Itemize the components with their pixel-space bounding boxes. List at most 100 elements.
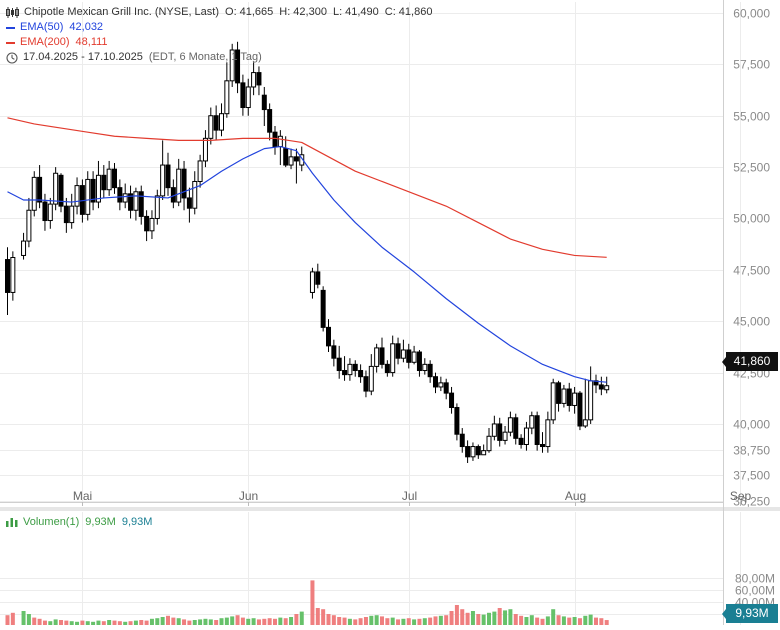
candle[interactable] xyxy=(160,140,166,200)
volume-bar[interactable] xyxy=(599,618,604,625)
volume-bar[interactable] xyxy=(433,616,438,625)
candle[interactable] xyxy=(331,339,337,367)
volume-bar[interactable] xyxy=(481,614,486,625)
candle[interactable] xyxy=(400,339,406,363)
candle[interactable] xyxy=(342,356,348,381)
volume-bar[interactable] xyxy=(551,609,556,625)
candle[interactable] xyxy=(224,62,230,118)
volume-bar[interactable] xyxy=(604,620,609,625)
volume-bar[interactable] xyxy=(289,617,294,625)
candle[interactable] xyxy=(427,360,433,383)
candle[interactable] xyxy=(117,179,123,211)
volume-bar[interactable] xyxy=(487,612,491,625)
candle[interactable] xyxy=(181,160,187,211)
candle[interactable] xyxy=(309,267,315,299)
volume-bar[interactable] xyxy=(337,617,342,625)
candle[interactable] xyxy=(37,165,43,209)
volume-bar[interactable] xyxy=(465,612,470,625)
candle[interactable] xyxy=(245,78,251,116)
candle[interactable] xyxy=(374,343,380,373)
candle[interactable] xyxy=(95,160,101,209)
volume-bar[interactable] xyxy=(37,618,42,625)
candle[interactable] xyxy=(475,444,481,459)
volume-bar[interactable] xyxy=(567,617,572,625)
candle[interactable] xyxy=(336,345,342,379)
volume-bar[interactable] xyxy=(96,620,101,625)
volume-bar[interactable] xyxy=(133,620,138,625)
volume-bar[interactable] xyxy=(187,620,192,625)
volume-bar[interactable] xyxy=(278,617,283,625)
candle[interactable] xyxy=(556,380,562,412)
volume-bar[interactable] xyxy=(5,615,10,625)
volume-bar[interactable] xyxy=(48,621,53,625)
candle[interactable] xyxy=(272,126,278,155)
candle[interactable] xyxy=(154,189,160,225)
candle[interactable] xyxy=(283,136,289,168)
candle[interactable] xyxy=(186,187,192,223)
candle[interactable] xyxy=(128,185,134,219)
candle[interactable] xyxy=(566,382,572,412)
volume-bar[interactable] xyxy=(256,619,261,625)
volume-bar[interactable] xyxy=(444,615,449,625)
volume-bar[interactable] xyxy=(123,621,128,625)
volume-bar[interactable] xyxy=(240,617,245,625)
volume-bar[interactable] xyxy=(144,620,149,625)
volume-bar[interactable] xyxy=(428,617,433,625)
candle[interactable] xyxy=(133,187,139,221)
volume-bar[interactable] xyxy=(519,615,524,625)
candle[interactable] xyxy=(368,354,374,396)
candle[interactable] xyxy=(277,130,283,166)
candle[interactable] xyxy=(5,247,10,316)
volume-bar[interactable] xyxy=(540,618,545,625)
ema50-line[interactable] xyxy=(7,145,607,383)
candle[interactable] xyxy=(202,130,208,168)
candle[interactable] xyxy=(240,74,246,116)
candle[interactable] xyxy=(42,193,48,231)
candle[interactable] xyxy=(561,384,567,408)
candle[interactable] xyxy=(106,160,112,196)
candle[interactable] xyxy=(465,440,471,463)
volume-bar[interactable] xyxy=(32,617,37,625)
volume-bar[interactable] xyxy=(166,615,170,625)
volume-bar[interactable] xyxy=(155,618,160,625)
candle[interactable] xyxy=(10,251,16,301)
candle[interactable] xyxy=(315,263,321,289)
candle[interactable] xyxy=(21,232,27,260)
volume-bar[interactable] xyxy=(69,621,74,625)
candle[interactable] xyxy=(523,421,529,451)
ema50-legend[interactable]: EMA(50) 42,032 xyxy=(6,20,432,35)
candle[interactable] xyxy=(502,426,508,445)
volume-bar[interactable] xyxy=(577,618,582,625)
volume-bar[interactable] xyxy=(230,616,235,625)
candle[interactable] xyxy=(165,152,171,196)
volume-bar[interactable] xyxy=(139,620,144,625)
volume-bar[interactable] xyxy=(524,617,529,625)
volume-bar[interactable] xyxy=(107,620,112,625)
candle[interactable] xyxy=(593,374,599,394)
candle[interactable] xyxy=(534,411,540,451)
candle[interactable] xyxy=(320,286,326,332)
volume-bar[interactable] xyxy=(460,609,465,625)
volume-bar[interactable] xyxy=(273,618,277,625)
volume-bar[interactable] xyxy=(294,614,299,625)
candle[interactable] xyxy=(540,432,545,453)
volume-bar[interactable] xyxy=(219,618,224,625)
volume-bar[interactable] xyxy=(198,619,203,625)
panel-separator[interactable] xyxy=(0,507,780,511)
candle[interactable] xyxy=(288,148,294,170)
volume-bar[interactable] xyxy=(214,620,219,625)
volume-bar[interactable] xyxy=(406,618,411,625)
candle[interactable] xyxy=(85,171,91,221)
volume-bar[interactable] xyxy=(117,621,122,625)
volume-bar[interactable] xyxy=(91,621,96,625)
candle[interactable] xyxy=(545,411,551,453)
candle[interactable] xyxy=(433,372,438,394)
candle[interactable] xyxy=(31,171,37,217)
volume-bar[interactable] xyxy=(224,617,229,625)
volume-bar[interactable] xyxy=(583,615,588,625)
candle[interactable] xyxy=(251,62,257,96)
volume-bar[interactable] xyxy=(59,620,63,625)
volume-bar[interactable] xyxy=(246,618,251,625)
candle[interactable] xyxy=(197,154,203,188)
volume-bar[interactable] xyxy=(101,621,106,625)
